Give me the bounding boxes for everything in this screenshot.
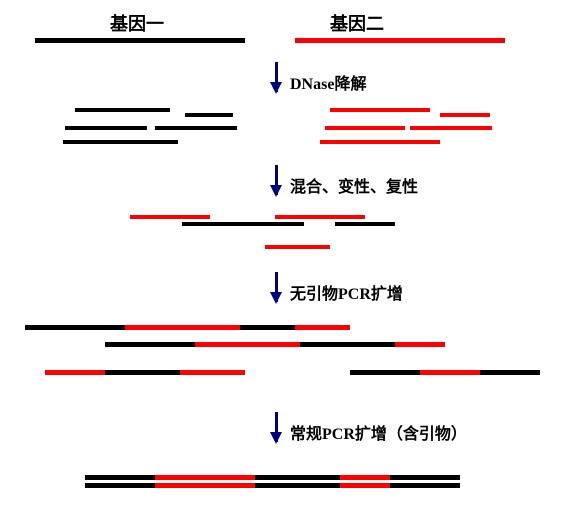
segment-fin2_b3 [390,483,460,488]
step2-label: 混合、变性、复性 [290,173,418,197]
segment-m3_b [335,222,395,226]
arrow-step1 [275,62,278,92]
segment-f1_b [185,113,233,117]
step3-label: 无引物PCR扩增 [290,280,403,304]
segment-m2_r [275,215,365,219]
segment-top_gene2 [295,38,505,43]
segment-fin2_b2 [255,483,340,488]
segment-p3_b2 [350,370,420,375]
segment-p2_r2 [395,342,445,347]
segment-f1_a [75,108,170,112]
segment-p3_r3 [420,370,480,375]
segment-f2_e [320,140,440,144]
segment-top_gene1 [35,38,245,43]
segment-fin_r2 [340,475,390,480]
step4-label: 常规PCR扩增（含引物） [290,420,467,444]
segment-f2_d [410,126,492,130]
arrow-step3 [275,272,278,302]
segment-f2_c [325,126,405,130]
segment-m4_r [265,245,330,249]
segment-p1_b2 [240,325,295,330]
gene1-label: 基因一 [110,10,164,36]
gene2-label: 基因二 [330,10,384,36]
segment-fin2_r1 [155,483,255,488]
segment-fin_b3 [390,475,460,480]
segment-p2_b1 [105,342,195,347]
segment-p2_r1 [195,342,300,347]
segment-p3_r1 [45,370,105,375]
segment-p1_b1 [25,325,125,330]
segment-p3_b1 [105,370,180,375]
segment-f2_b [440,113,490,117]
segment-p1_r2 [295,325,350,330]
segment-p1_r1 [125,325,240,330]
arrow-step4 [275,412,278,442]
segment-m1_b [182,222,304,226]
segment-p3_b3 [480,370,540,375]
segment-m1_r [130,215,210,219]
segment-fin_b1 [85,475,155,480]
segment-f1_c [65,126,147,130]
segment-fin2_b1 [85,483,155,488]
segment-fin2_r2 [340,483,390,488]
segment-f1_e [63,140,178,144]
step1-label: DNase降解 [290,70,366,94]
segment-fin_b2 [255,475,340,480]
diagram-canvas: { "colors": { "black": "#000000", "red":… [0,0,570,531]
segment-f2_a [330,108,430,112]
segment-p2_b2 [300,342,395,347]
segment-fin_r1 [155,475,255,480]
arrow-step2 [275,165,278,195]
segment-p3_r2 [180,370,245,375]
segment-f1_d [155,126,237,130]
